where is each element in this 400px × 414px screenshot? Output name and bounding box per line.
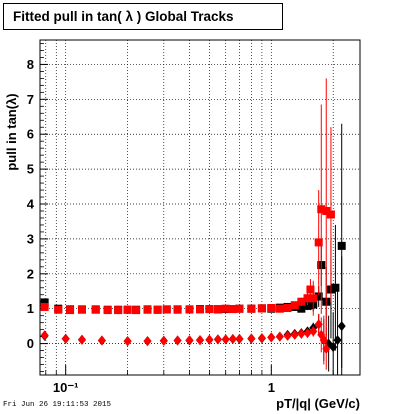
data-point [322, 343, 331, 354]
data-point [196, 335, 204, 346]
data-point [314, 238, 323, 247]
data-point [228, 334, 237, 345]
data-point [185, 335, 194, 346]
data-point [185, 305, 194, 314]
data-point [196, 305, 204, 314]
data-point [306, 285, 315, 294]
grid-lines [40, 40, 360, 375]
data-point [213, 305, 222, 314]
data-point [309, 294, 318, 303]
timestamp-footer: Fri Jun 26 19:11:53 2015 [3, 401, 112, 409]
data-point [66, 306, 75, 315]
data-point [153, 305, 162, 314]
data-point [303, 294, 312, 303]
data-point [267, 304, 276, 312]
data-point [221, 334, 230, 345]
data-point [61, 333, 70, 344]
data-point [309, 326, 318, 337]
data-point [303, 328, 312, 339]
data-point [91, 305, 100, 314]
data-point [267, 332, 276, 343]
data-point [114, 306, 123, 315]
data-point [173, 305, 182, 314]
y-tick-label: 6 [27, 127, 34, 142]
data-point [290, 301, 299, 310]
data-point [159, 335, 168, 346]
data-point [317, 205, 326, 214]
data-point [54, 305, 63, 314]
data-point [337, 321, 346, 332]
data-point [283, 304, 292, 312]
data-point [235, 304, 244, 313]
data-point [329, 342, 338, 353]
data-point [162, 305, 171, 314]
y-tick-label: 2 [27, 266, 34, 281]
data-point [40, 302, 49, 311]
x-axis-title: pT/|q| (GeV/c) [276, 396, 360, 411]
data-point [228, 305, 237, 314]
data-point [205, 334, 214, 345]
data-point [97, 335, 106, 346]
y-tick-label: 7 [27, 92, 34, 107]
data-point [283, 330, 292, 341]
x-tick-label: 10⁻¹ [53, 380, 79, 395]
series-3-diamond [40, 313, 331, 370]
y-tick-label: 0 [27, 336, 34, 351]
data-point [257, 304, 266, 313]
data-point [314, 319, 323, 330]
data-point [331, 283, 340, 292]
y-tick-label: 3 [27, 231, 34, 246]
y-tick-label: 5 [27, 162, 34, 177]
y-tick-label: 4 [27, 197, 35, 212]
y-tick-label: 1 [27, 301, 34, 316]
y-tick-label: 8 [27, 57, 34, 72]
data-point [290, 329, 299, 340]
data-point [40, 298, 49, 307]
data-point [77, 305, 86, 314]
data-point [297, 328, 306, 339]
data-point [205, 305, 214, 314]
data-point [235, 333, 244, 344]
data-point [103, 306, 112, 315]
data-point [322, 206, 331, 215]
data-point [213, 334, 222, 345]
data-point [275, 304, 284, 313]
data-point [123, 305, 132, 314]
data-point [257, 333, 266, 344]
data-point [326, 210, 335, 219]
x-tick-label: 1 [268, 380, 275, 395]
data-point [247, 333, 256, 344]
data-point [297, 297, 306, 306]
y-axis-title: pull in tan(λ) [4, 93, 19, 170]
data-point [77, 334, 86, 345]
data-point [40, 330, 49, 341]
data-point [143, 336, 152, 347]
plot-frame [39, 39, 361, 376]
data-point [143, 305, 152, 314]
data-point [337, 241, 346, 250]
series-1-square [40, 78, 335, 344]
data-point [132, 306, 141, 315]
data-point [297, 304, 306, 313]
data-point [314, 292, 323, 301]
data-point [123, 336, 132, 347]
data-point [247, 304, 256, 313]
data-point [173, 335, 182, 346]
data-point [333, 335, 342, 346]
data-point [221, 304, 230, 313]
data-point [275, 331, 284, 342]
chart-title: Fitted pull in tan( λ ) Global Tracks [3, 3, 283, 30]
